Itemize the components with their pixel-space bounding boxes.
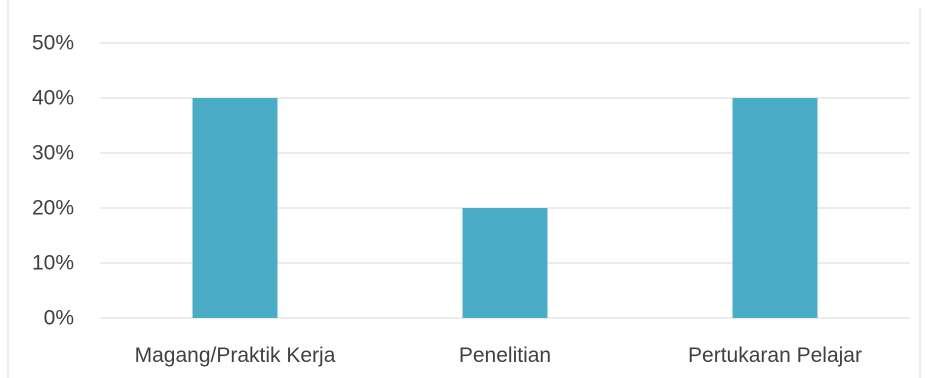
bars [192,98,818,318]
chart-frame [7,0,921,378]
x-tick-label: Pertukaran Pelajar [688,344,862,367]
y-tick-label: 0% [44,307,74,330]
y-tick-label: 40% [32,87,74,110]
y-tick-label: 50% [32,32,74,55]
bar-pertukaran-pelajar [732,98,818,318]
y-tick-label: 10% [32,252,74,275]
y-tick-label: 20% [32,197,74,220]
y-axis-ticks: 0% 10% 20% 30% 40% 50% [32,32,74,330]
x-axis-ticks: Magang/Praktik Kerja Penelitian Pertukaran… [135,344,862,367]
bar-magang-praktik-kerja [192,98,278,318]
x-tick-label: Penelitian [459,344,551,367]
x-tick-label: Magang/Praktik Kerja [135,344,336,367]
bar-penelitian [462,208,548,318]
y-tick-label: 30% [32,142,74,165]
